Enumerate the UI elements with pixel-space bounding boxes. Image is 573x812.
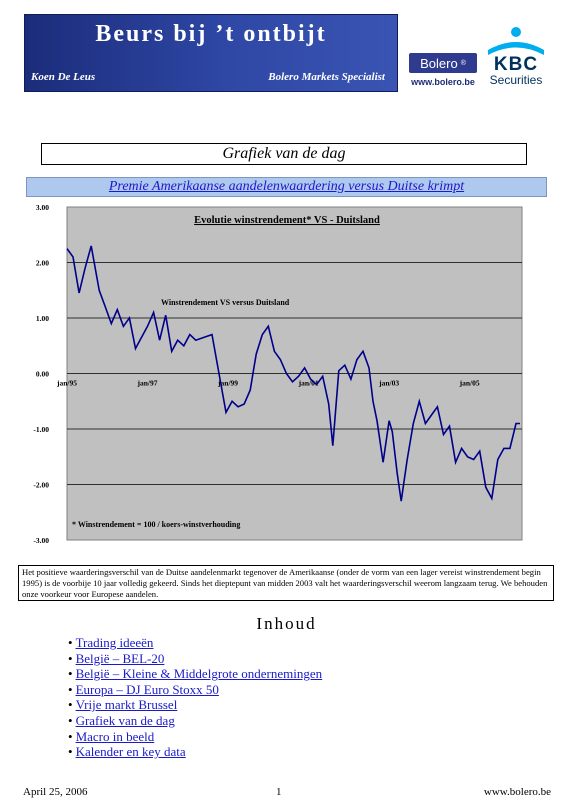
kbc-logo-text: KBC <box>493 54 539 75</box>
footer-url: www.bolero.be <box>483 786 551 798</box>
chart-series-line <box>66 245 520 502</box>
author-role: Bolero Markets Specialist <box>268 71 385 83</box>
bullet-icon: • <box>68 635 73 650</box>
y-tick-label: -3.00 <box>33 536 49 545</box>
chart-footnote: * Winstrendement = 100 / koers-winstverh… <box>72 520 240 529</box>
toc-item: • Trading ideeën <box>68 635 322 651</box>
x-tick-label: jan/99 <box>217 379 238 388</box>
toc-link-vrije-markt[interactable]: Vrije markt Brussel <box>75 697 178 713</box>
newsletter-title: Beurs bij ’t ontbijt <box>95 21 327 47</box>
bolero-url: www.bolero.be <box>411 77 475 87</box>
toc-link-kmo[interactable]: België – Kleine & Middelgrote ondernemin… <box>75 666 323 682</box>
chart-annotation: Winstrendement VS versus Duitsland <box>161 298 290 307</box>
bullet-icon: • <box>68 650 73 666</box>
author-name: Koen De Leus <box>31 71 96 83</box>
chart-svg: 3.002.001.000.00-1.00-2.00-3.00 jan/95 ja… <box>33 203 523 545</box>
section-title: Grafiek van de dag <box>41 143 527 165</box>
toc-item: • Europa – DJ Euro Stoxx 50 <box>68 682 322 698</box>
toc-item: • Grafiek van de dag <box>68 713 322 729</box>
x-tick-label: jan/01 <box>298 379 319 388</box>
bullet-icon: • <box>68 712 73 728</box>
bullet-icon: • <box>68 728 73 744</box>
x-tick-label: jan/95 <box>56 379 77 388</box>
toc-list: • Trading ideeën • België – BEL-20 • België… <box>68 635 322 760</box>
kbc-logo-subtitle: Securities <box>489 73 543 87</box>
bullet-icon: • <box>68 697 73 713</box>
toc-title: Inhoud <box>256 614 317 633</box>
chart-title: Evolutie winstrendement* VS - Duitsland <box>194 215 380 226</box>
x-tick-label: jan/03 <box>378 379 399 388</box>
x-tick-label: jan/97 <box>137 379 158 388</box>
header-banner: Beurs bij ’t ontbijt Koen De Leus Bolero… <box>24 14 398 92</box>
y-tick-label: 2.00 <box>36 259 49 268</box>
toc-link-bel20[interactable]: België – BEL-20 <box>75 650 165 666</box>
footer-page-number: 1 <box>276 786 282 798</box>
bullet-icon: • <box>68 666 73 682</box>
chart-description: Het positieve waarderingsverschil van de… <box>18 565 554 601</box>
toc-item: • België – Kleine & Middelgrote ondernemi… <box>68 666 322 682</box>
toc-link-euro-stoxx[interactable]: Europa – DJ Euro Stoxx 50 <box>75 681 219 697</box>
toc-link-kalender[interactable]: Kalender en key data <box>75 744 186 760</box>
toc-item: • Kalender en key data <box>68 744 322 760</box>
chart-container: 3.00 2.00 1.00 0.00 -1.00 -2.00 -3.00 jan/95 ja… <box>18 199 540 549</box>
toc-item: • Vrije markt Brussel <box>68 697 322 713</box>
bolero-logo-text: Bolero <box>420 55 458 71</box>
y-tick-label: 0.00 <box>36 370 49 379</box>
bullet-icon: • <box>68 744 73 760</box>
chart-gridlines <box>67 262 522 485</box>
toc-link-macro[interactable]: Macro in beeld <box>75 728 155 744</box>
x-tick-label: jan/05 <box>459 379 480 388</box>
chart-headline-link[interactable]: Premie Amerikaanse aandelenwaardering ve… <box>26 177 547 197</box>
kbc-logo-icon <box>488 27 544 55</box>
y-tick-label: -2.00 <box>33 481 49 490</box>
toc-link-grafiek[interactable]: Grafiek van de dag <box>75 712 175 728</box>
chart-y-tick-labels: 3.00 2.00 1.00 0.00 -1.00 -2.00 -3.00 <box>33 203 49 545</box>
toc-link-trading-ideeen[interactable]: Trading ideeën <box>75 635 154 650</box>
registered-mark: ® <box>460 59 466 67</box>
y-tick-label: 3.00 <box>36 203 49 212</box>
toc-item: • Macro in beeld <box>68 729 322 745</box>
chart-x-tick-labels: jan/95 jan/97 jan/99 jan/01 jan/03 jan/05 <box>56 379 480 388</box>
bolero-logo: Bolero ® <box>409 53 477 73</box>
y-tick-label: 1.00 <box>36 314 49 323</box>
y-tick-label: -1.00 <box>33 425 49 434</box>
toc-item: • België – BEL-20 <box>68 651 322 667</box>
bullet-icon: • <box>68 681 73 697</box>
footer-date: April 25, 2006 <box>23 786 88 798</box>
